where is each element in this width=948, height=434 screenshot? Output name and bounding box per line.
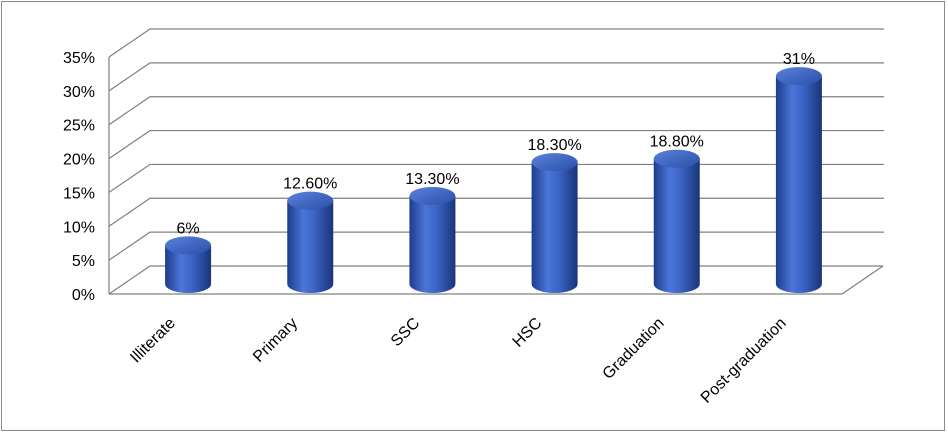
gridline-5 [108, 96, 884, 126]
floor-right-edge [841, 265, 884, 295]
gridline-7 [108, 28, 884, 58]
gridline-2 [108, 197, 884, 227]
data-label: 18.80% [650, 134, 704, 151]
category-label: Graduation [600, 315, 668, 383]
data-label: 12.60% [283, 176, 337, 193]
bar-4 [653, 149, 700, 294]
y-tick-label: 10% [63, 219, 95, 236]
bar-body [775, 76, 822, 294]
bar-body [531, 162, 578, 294]
bar-top [409, 186, 456, 205]
gridline-6 [108, 62, 884, 92]
gridline-3 [108, 163, 884, 193]
bar-top [287, 191, 334, 210]
bar-top [531, 153, 578, 172]
bar-2 [409, 186, 456, 294]
category-label: SSC [388, 315, 423, 350]
data-label: 31% [783, 51, 815, 68]
data-label: 6% [177, 220, 200, 237]
bar-3 [531, 153, 578, 294]
grid-layer [108, 28, 884, 295]
data-label: 18.30% [527, 137, 581, 154]
bar-0 [165, 236, 212, 294]
bar-top [165, 236, 212, 255]
bar-top [775, 67, 822, 86]
bar-5 [775, 67, 822, 294]
y-tick-label: 0% [72, 287, 95, 304]
bar-top [653, 149, 700, 168]
y-tick-label: 5% [72, 253, 95, 270]
bar-1 [287, 191, 334, 294]
data-label: 13.30% [405, 171, 459, 188]
category-label: Primary [250, 315, 301, 366]
category-label: Illiterate [127, 315, 179, 367]
bar-body [653, 158, 700, 294]
bar-body [287, 200, 334, 294]
bar-body [409, 195, 456, 294]
label-layer: 6% Illiterate 12.60% Primary 13.30% SSC 18.30%… [127, 51, 815, 407]
gridline-0 [108, 265, 883, 295]
y-tick-label: 20% [63, 152, 95, 169]
category-label: HSC [510, 315, 546, 351]
category-label: Post-graduation [698, 315, 790, 407]
axis-layer: 0% 5% 10% 15% 20% 25% 30% 35% [63, 50, 884, 304]
y-tick-label: 25% [63, 118, 95, 135]
gridline-4 [108, 129, 884, 160]
y-tick-label: 15% [63, 185, 95, 202]
bar-layer [165, 67, 822, 294]
y-tick-label: 30% [63, 84, 95, 101]
gridline-1 [108, 231, 884, 261]
y-tick-label: 35% [63, 50, 95, 67]
bar-body [165, 245, 212, 294]
